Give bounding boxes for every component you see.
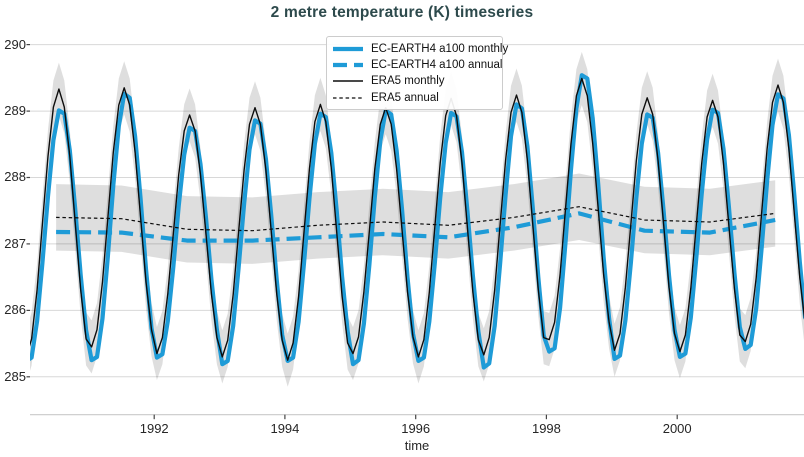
series-era5-annual	[56, 206, 776, 232]
y-axis-tick-label: 288	[4, 169, 26, 185]
chart-title: 2 metre temperature (K) timeseries	[270, 4, 534, 21]
series-ec-earth4-a100-annual	[56, 211, 776, 243]
legend-line-swatch	[333, 63, 363, 68]
y-axis-tick-label: 289	[4, 103, 26, 119]
y-axis-tick-label: 287	[4, 235, 26, 251]
legend-item: EC-EARTH4 a100 monthly	[333, 41, 508, 57]
x-axis-tick-label: 1994	[270, 420, 300, 436]
legend-line-swatch	[333, 97, 363, 99]
uncertainty-band	[30, 51, 804, 387]
legend-line-swatch	[333, 80, 363, 83]
x-axis-tick-label: 1992	[139, 420, 169, 436]
y-axis-tick-label: 285	[4, 368, 26, 384]
y-axis-tick-label: 290	[4, 36, 26, 52]
series-era5-monthly	[30, 77, 804, 361]
legend-line-swatch	[333, 46, 363, 52]
legend-item: ERA5 monthly	[333, 73, 496, 89]
legend-item-label: EC-EARTH4 a100 monthly	[371, 43, 509, 56]
legend-item-label: EC-EARTH4 a100 annual	[371, 59, 503, 72]
y-axis-tick-label: 286	[4, 302, 26, 318]
plot-area	[30, 51, 804, 387]
x-axis-tick-label: 2000	[662, 420, 692, 436]
legend-item: ERA5 annual	[333, 90, 496, 106]
legend: EC-EARTH4 a100 monthly EC-EARTH4 a100 ann…	[326, 36, 508, 110]
legend-item-label: ERA5 annual	[371, 91, 439, 104]
x-axis-tick-label: 1998	[531, 420, 561, 436]
x-axis-title: time	[404, 438, 430, 453]
x-axis-tick-label: 1996	[401, 420, 431, 436]
legend-item: EC-EARTH4 a100 annual	[333, 57, 502, 73]
legend-item-label: ERA5 monthly	[371, 75, 445, 88]
